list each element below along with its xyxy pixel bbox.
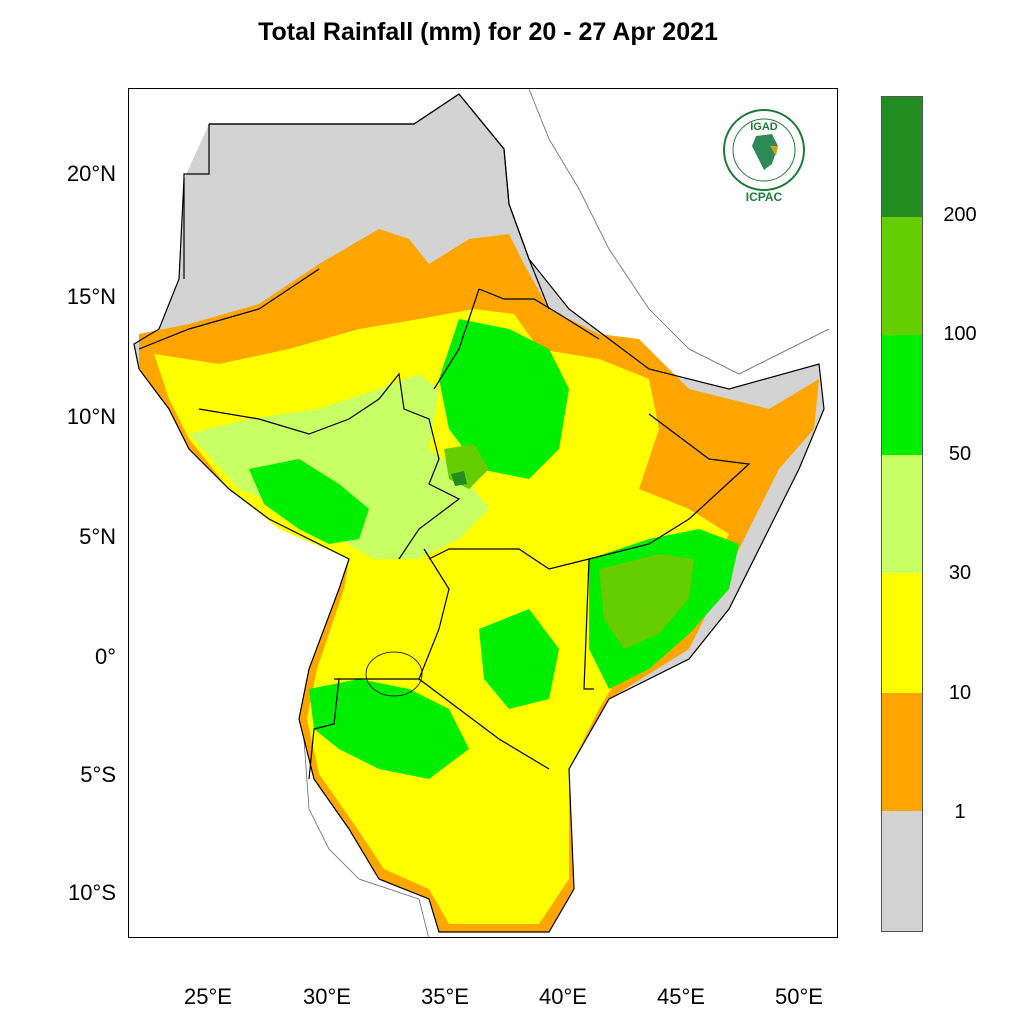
colorbar-label-200: 200 [943,204,977,226]
svg-text:IGAD: IGAD [750,121,778,133]
lat-label-5n: 5°N [79,524,116,549]
colorbar-segment-under-1 [882,811,922,931]
lon-label-40e: 40°E [539,984,587,1009]
region-50-100mm-west [249,459,369,544]
igad-logo: IGAD [723,109,805,191]
lon-label-30e: 30°E [303,984,351,1009]
lat-label-10s: 10°S [68,880,116,905]
lat-label-20n: 20°N [66,161,116,186]
lon-label-50e: 50°E [775,984,823,1009]
lat-label-15n: 15°N [66,284,116,309]
colorbar-label-100: 100 [943,323,977,345]
colorbar-label-1: 1 [954,801,966,823]
lat-label-10n: 10°N [66,404,116,429]
icpac-logo-text: ICPAC [745,190,783,204]
colorbar-segment-30-50 [882,455,922,573]
colorbar-segment-over-200 [882,97,922,217]
region-50-100mm-ethiopia [439,319,569,479]
colorbar-segment-50-100 [882,335,922,455]
colorbar-segment-1-10 [882,693,922,811]
map-panel [128,88,838,938]
lon-label-45e: 45°E [657,984,705,1009]
colorbar-label-30: 30 [948,562,972,584]
region-100-200mm [599,554,694,649]
colorbar [881,96,923,932]
colorbar-segment-100-200 [882,217,922,335]
region-50-100mm-lakes [309,679,469,779]
lat-label-5s: 5°S [80,762,116,787]
lon-label-25e: 25°E [184,984,232,1009]
region-50-100mm-kenya [479,609,559,709]
lat-label-0: 0° [94,644,116,669]
lon-label-35e: 35°E [421,984,469,1009]
colorbar-label-10: 10 [948,682,972,704]
lake-victoria [365,651,423,697]
land-outline [133,93,825,933]
region-over-200mm [451,471,467,486]
colorbar-label-50: 50 [948,443,972,465]
coastline-tanzania-south [303,738,429,937]
map-title: Total Rainfall (mm) for 20 - 27 Apr 2021 [258,18,718,46]
colorbar-segment-10-30 [882,573,922,693]
coastline-red-sea [528,89,830,375]
rainfall-map [133,89,830,937]
